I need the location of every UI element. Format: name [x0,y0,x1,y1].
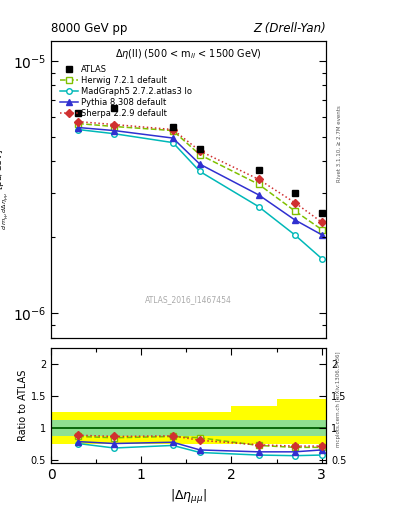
Text: $\Delta\eta$(ll) (500 < m$_{ll}$ < 1500 GeV): $\Delta\eta$(ll) (500 < m$_{ll}$ < 1500 … [115,47,262,61]
Sherpa 2.2.9 default [256,176,261,182]
ATLAS [198,145,202,152]
X-axis label: $|\Delta\eta_{\mu\mu}|$: $|\Delta\eta_{\mu\mu}|$ [170,488,207,506]
ATLAS [320,210,324,216]
Line: MadGraph5 2.7.2.atlas3 lo: MadGraph5 2.7.2.atlas3 lo [75,127,325,261]
Y-axis label: Ratio to ATLAS: Ratio to ATLAS [18,370,28,441]
Line: Pythia 8.308 default: Pythia 8.308 default [75,125,325,238]
ATLAS [76,110,81,116]
Herwig 7.2.1 default [112,123,117,130]
Text: mcplots.cern.ch [arXiv:1306.3436]: mcplots.cern.ch [arXiv:1306.3436] [336,352,341,447]
ATLAS [112,105,117,111]
Legend: ATLAS, Herwig 7.2.1 default, MadGraph5 2.7.2.atlas3 lo, Pythia 8.308 default, Sh: ATLAS, Herwig 7.2.1 default, MadGraph5 2… [58,63,194,120]
Herwig 7.2.1 default [292,208,297,214]
MadGraph5 2.7.2.atlas3 lo [256,203,261,209]
Sherpa 2.2.9 default [320,219,324,225]
Pythia 8.308 default [320,231,324,238]
Text: 8000 GeV pp: 8000 GeV pp [51,22,127,35]
Sherpa 2.2.9 default [112,121,117,127]
Herwig 7.2.1 default [171,127,175,134]
ATLAS [171,123,175,130]
Pythia 8.308 default [292,217,297,223]
Pythia 8.308 default [198,161,202,167]
Pythia 8.308 default [171,135,175,141]
Line: ATLAS: ATLAS [75,105,325,217]
Pythia 8.308 default [112,127,117,134]
MadGraph5 2.7.2.atlas3 lo [112,131,117,137]
Sherpa 2.2.9 default [171,126,175,133]
MadGraph5 2.7.2.atlas3 lo [198,168,202,175]
Herwig 7.2.1 default [256,181,261,187]
ATLAS [292,190,297,196]
Text: ATLAS_2016_I1467454: ATLAS_2016_I1467454 [145,295,232,304]
Sherpa 2.2.9 default [198,148,202,154]
Herwig 7.2.1 default [198,152,202,158]
Herwig 7.2.1 default [320,226,324,232]
Pythia 8.308 default [76,124,81,131]
ATLAS [256,167,261,173]
MadGraph5 2.7.2.atlas3 lo [320,255,324,262]
Sherpa 2.2.9 default [292,200,297,206]
Text: Rivet 3.1.10, ≥ 2.7M events: Rivet 3.1.10, ≥ 2.7M events [336,105,341,182]
Sherpa 2.2.9 default [76,119,81,125]
Line: Sherpa 2.2.9 default: Sherpa 2.2.9 default [75,119,325,225]
MadGraph5 2.7.2.atlas3 lo [171,139,175,145]
MadGraph5 2.7.2.atlas3 lo [76,126,81,133]
Y-axis label: $\frac{d^2\sigma}{d\,m_{\mu\mu}\,d\Delta\eta_{\mu\mu}}$ [pb/GeV]: $\frac{d^2\sigma}{d\,m_{\mu\mu}\,d\Delta… [0,148,11,230]
Text: Z (Drell-Yan): Z (Drell-Yan) [253,22,326,35]
Line: Herwig 7.2.1 default: Herwig 7.2.1 default [75,121,325,232]
MadGraph5 2.7.2.atlas3 lo [292,231,297,238]
Herwig 7.2.1 default [76,120,81,126]
Pythia 8.308 default [256,192,261,198]
